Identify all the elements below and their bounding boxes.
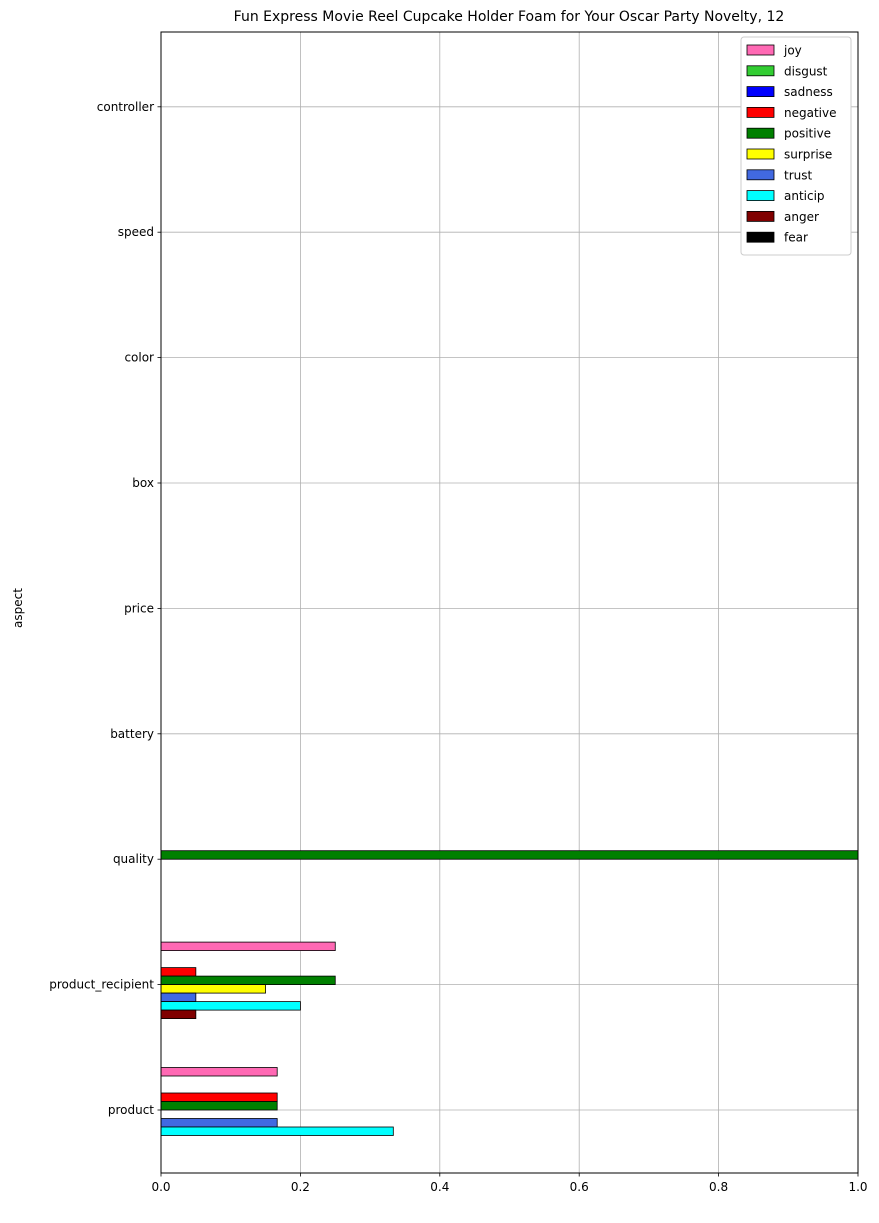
legend-label-fear: fear — [784, 231, 808, 245]
legend-swatch-positive — [746, 127, 775, 139]
legend-label-positive: positive — [784, 127, 831, 141]
chart-title: Fun Express Movie Reel Cupcake Holder Fo… — [234, 9, 785, 25]
y-tick-label: box — [132, 476, 154, 490]
bar-joy-product — [160, 1067, 278, 1077]
y-axis-ticks: product product_recipient quality battery pr… — [49, 100, 161, 1117]
legend-label-sadness: sadness — [784, 85, 833, 99]
legend-swatch-anger — [746, 210, 775, 222]
legend-swatch-negative — [746, 107, 775, 118]
plot-frame — [160, 31, 859, 1174]
legend-swatch-joy — [746, 44, 775, 56]
x-tick-label: 0.4 — [430, 1180, 449, 1194]
y-tick-label: battery — [110, 727, 154, 741]
y-tick-label: product — [108, 1103, 154, 1117]
y-tick-label: quality — [113, 852, 154, 866]
x-tick-label: 0.0 — [151, 1180, 170, 1194]
bars — [160, 850, 859, 1136]
bar-positive-product_recipient — [160, 975, 336, 985]
y-tick-label: controller — [97, 100, 154, 114]
legend-swatch-trust — [746, 169, 775, 181]
legend-label-negative: negative — [784, 106, 836, 120]
legend-swatch-fear — [746, 231, 775, 243]
legend: joy disgust sadness negative positive surpris… — [740, 36, 852, 256]
legend-swatch-disgust — [746, 65, 775, 77]
y-axis-label: aspect — [11, 588, 25, 628]
x-tick-label: 0.2 — [291, 1180, 310, 1194]
y-tick-label: color — [124, 351, 154, 365]
legend-label-disgust: disgust — [784, 64, 828, 78]
bar-negative-product — [160, 1092, 278, 1102]
y-tick-label: price — [124, 601, 154, 615]
bar-positive-product — [160, 1101, 278, 1111]
bar-positive-quality — [160, 850, 859, 860]
bar-trust-product_recipient — [160, 992, 197, 1002]
bar-trust-product — [160, 1118, 278, 1128]
y-tick-label: product_recipient — [49, 978, 154, 992]
bar-anger-product_recipient — [160, 1009, 197, 1019]
bar-surprise-product_recipient — [160, 984, 266, 994]
y-tick-label: speed — [118, 225, 154, 239]
legend-label-anger: anger — [784, 210, 819, 224]
legend-label-surprise: surprise — [784, 148, 832, 162]
legend-swatch-sadness — [746, 86, 775, 97]
bar-negative-product_recipient — [160, 967, 197, 977]
legend-swatch-anticip — [746, 190, 775, 202]
legend-label-anticip: anticip — [784, 189, 825, 203]
x-tick-label: 1.0 — [848, 1180, 867, 1194]
legend-label-trust: trust — [784, 168, 812, 182]
legend-swatch-surprise — [746, 148, 775, 160]
bar-joy-product_recipient — [160, 941, 336, 951]
x-axis-ticks: 0.0 0.2 0.4 0.6 0.8 1.0 — [151, 1173, 868, 1194]
legend-label-joy: joy — [783, 44, 802, 58]
bar-anticip-product_recipient — [160, 1001, 301, 1011]
x-tick-label: 0.8 — [709, 1180, 728, 1194]
x-tick-label: 0.6 — [570, 1180, 589, 1194]
bar-anticip-product — [160, 1126, 394, 1136]
